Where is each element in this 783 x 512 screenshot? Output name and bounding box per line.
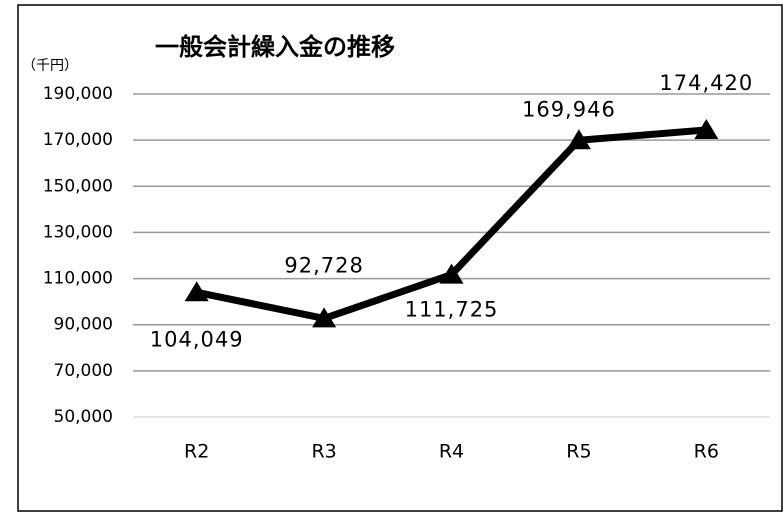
marker xyxy=(312,307,337,328)
x-tick-label: R6 xyxy=(694,441,719,463)
marker xyxy=(439,263,464,284)
y-tick-label: 50,000 xyxy=(54,407,113,427)
y-tick-label: 110,000 xyxy=(43,269,113,289)
data-label: 174,420 xyxy=(659,71,753,95)
marker xyxy=(694,118,719,139)
data-label: 169,946 xyxy=(522,97,616,121)
data-label: 92,728 xyxy=(284,253,363,277)
y-tick-label: 190,000 xyxy=(43,84,113,104)
y-tick-label: 170,000 xyxy=(43,130,113,150)
data-label: 111,725 xyxy=(405,298,499,322)
chart-border xyxy=(17,4,783,512)
y-tick-label: 150,000 xyxy=(43,176,113,196)
x-tick-label: R4 xyxy=(439,441,464,463)
y-tick-label: 70,000 xyxy=(54,361,113,381)
x-tick-label: R3 xyxy=(311,441,336,463)
y-tick-label: 90,000 xyxy=(54,315,113,335)
marker xyxy=(184,281,209,302)
chart-title: 一般会計繰入金の推移 xyxy=(155,33,395,61)
x-tick-label: R5 xyxy=(566,441,591,463)
data-label: 104,049 xyxy=(150,327,244,351)
x-tick-label: R2 xyxy=(184,441,209,463)
marker xyxy=(566,129,591,150)
y-unit: （千円） xyxy=(22,58,78,74)
y-tick-label: 130,000 xyxy=(43,222,113,242)
